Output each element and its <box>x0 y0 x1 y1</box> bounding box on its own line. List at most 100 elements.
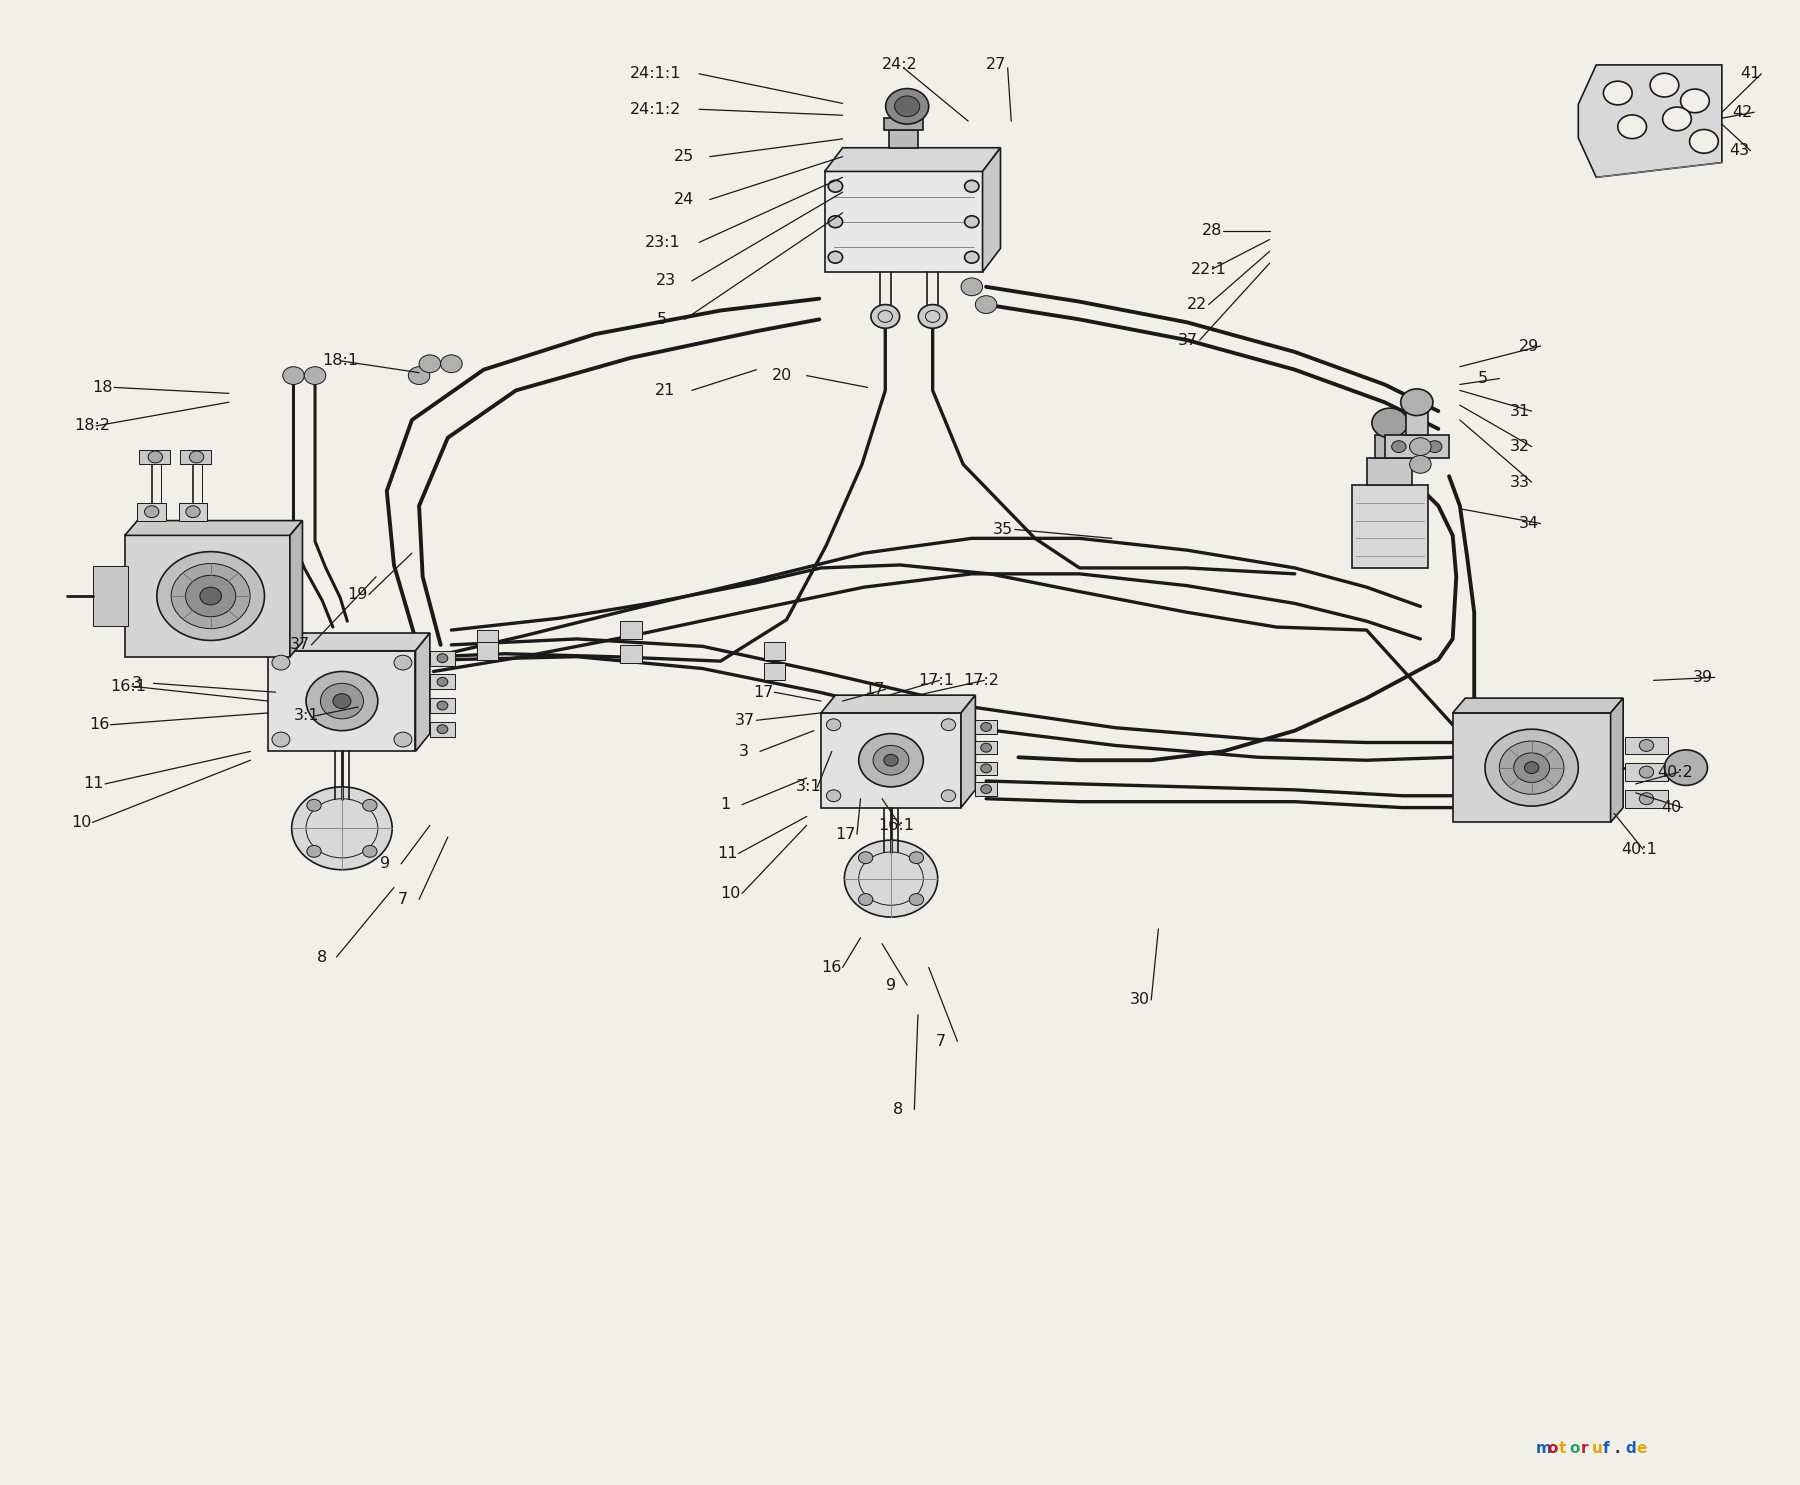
Text: 41: 41 <box>1741 67 1760 82</box>
Circle shape <box>981 784 992 793</box>
Text: 28: 28 <box>1201 223 1222 238</box>
Circle shape <box>144 506 158 518</box>
Text: 16:1: 16:1 <box>110 679 146 693</box>
Text: 8: 8 <box>893 1102 904 1117</box>
Circle shape <box>1665 750 1708 786</box>
Text: .: . <box>1615 1440 1620 1455</box>
Bar <box>976 783 997 796</box>
Text: d: d <box>1625 1440 1636 1455</box>
Text: 40:1: 40:1 <box>1622 842 1658 857</box>
Circle shape <box>873 745 909 775</box>
Bar <box>976 720 997 734</box>
Text: 10: 10 <box>70 815 92 830</box>
Bar <box>976 741 997 754</box>
Circle shape <box>394 732 412 747</box>
Text: 9: 9 <box>380 857 391 872</box>
Circle shape <box>171 563 250 628</box>
Text: 1: 1 <box>720 797 731 812</box>
Text: 24: 24 <box>673 192 693 206</box>
Bar <box>619 644 641 662</box>
Polygon shape <box>416 633 430 751</box>
Bar <box>178 503 207 521</box>
Text: 17: 17 <box>864 682 884 696</box>
Text: m: m <box>1535 1440 1552 1455</box>
Text: 3: 3 <box>131 676 142 691</box>
Circle shape <box>320 683 364 719</box>
Bar <box>430 722 455 737</box>
Text: 18:1: 18:1 <box>322 353 358 368</box>
Circle shape <box>965 251 979 263</box>
Bar <box>1406 402 1427 435</box>
Bar <box>477 642 499 659</box>
Bar <box>124 536 290 656</box>
Circle shape <box>157 551 265 640</box>
Circle shape <box>362 845 376 857</box>
Circle shape <box>1640 740 1654 751</box>
Text: 16:1: 16:1 <box>878 818 914 833</box>
Polygon shape <box>961 695 976 808</box>
Circle shape <box>292 787 392 870</box>
Circle shape <box>976 296 997 313</box>
Bar <box>430 698 455 713</box>
Circle shape <box>1640 793 1654 805</box>
Polygon shape <box>824 148 1001 171</box>
Bar <box>824 171 983 272</box>
Circle shape <box>333 693 351 708</box>
Circle shape <box>1499 741 1564 794</box>
Text: 7: 7 <box>936 1034 947 1048</box>
Circle shape <box>437 653 448 662</box>
Text: 5: 5 <box>1478 371 1489 386</box>
Bar <box>1375 435 1406 459</box>
Text: 35: 35 <box>994 521 1013 538</box>
Bar <box>763 642 785 659</box>
Bar <box>1384 435 1449 459</box>
Text: 25: 25 <box>673 148 693 165</box>
Circle shape <box>909 852 923 864</box>
Bar <box>619 621 641 639</box>
Circle shape <box>859 734 923 787</box>
Bar <box>137 503 166 521</box>
Circle shape <box>1372 408 1408 438</box>
Polygon shape <box>983 148 1001 272</box>
Bar <box>139 450 169 465</box>
Text: 18: 18 <box>92 380 113 395</box>
Text: 11: 11 <box>716 846 738 861</box>
Circle shape <box>1640 766 1654 778</box>
Text: 31: 31 <box>1510 404 1530 419</box>
Text: 33: 33 <box>1510 475 1530 490</box>
Circle shape <box>306 845 320 857</box>
Circle shape <box>918 304 947 328</box>
Circle shape <box>981 723 992 732</box>
Text: 16: 16 <box>88 717 110 732</box>
Bar <box>477 630 499 647</box>
Circle shape <box>441 355 463 373</box>
Circle shape <box>941 790 956 802</box>
Bar <box>1625 790 1669 808</box>
Text: 27: 27 <box>986 58 1006 73</box>
Polygon shape <box>1611 698 1624 823</box>
Circle shape <box>1651 73 1679 97</box>
Text: 22:1: 22:1 <box>1192 261 1226 276</box>
Polygon shape <box>1453 698 1624 713</box>
Bar <box>268 650 416 751</box>
Text: 16: 16 <box>821 959 841 974</box>
Text: 29: 29 <box>1519 339 1539 353</box>
Text: e: e <box>1636 1440 1647 1455</box>
Circle shape <box>965 180 979 192</box>
Text: 43: 43 <box>1730 143 1750 159</box>
Bar <box>180 450 211 465</box>
Circle shape <box>394 655 412 670</box>
Text: 17: 17 <box>835 827 855 842</box>
Circle shape <box>1663 107 1692 131</box>
Bar <box>92 566 128 627</box>
Text: 37: 37 <box>734 713 754 728</box>
Circle shape <box>272 732 290 747</box>
Circle shape <box>1409 441 1424 453</box>
Bar <box>430 674 455 689</box>
Text: 40:2: 40:2 <box>1658 765 1694 780</box>
Circle shape <box>844 841 938 918</box>
Circle shape <box>884 754 898 766</box>
Bar <box>821 713 961 808</box>
Text: 24:2: 24:2 <box>882 58 918 73</box>
Circle shape <box>185 575 236 616</box>
